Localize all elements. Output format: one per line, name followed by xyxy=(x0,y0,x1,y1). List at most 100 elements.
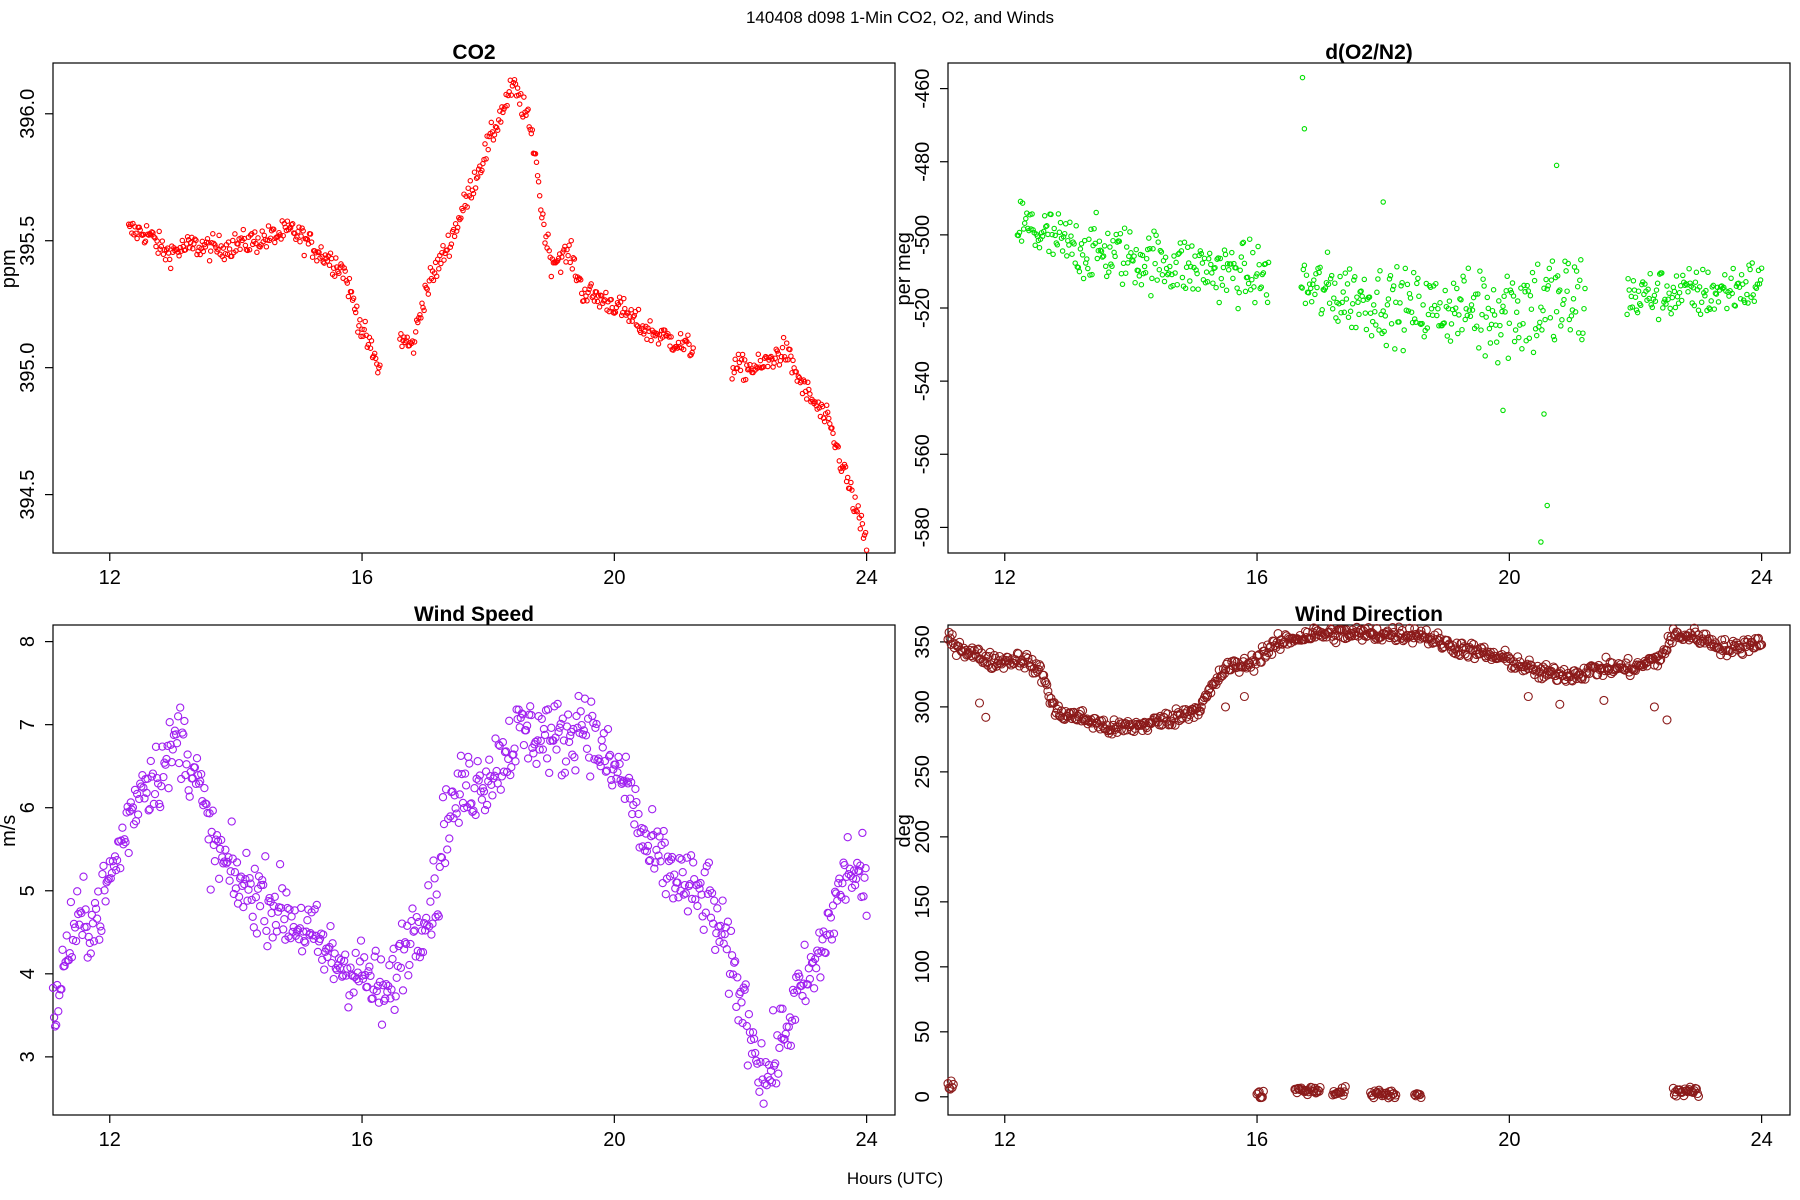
data-point xyxy=(177,244,183,251)
x-tick-label: 24 xyxy=(1750,1129,1772,1151)
data-point xyxy=(1321,632,1331,642)
data-point xyxy=(1497,322,1503,329)
data-point xyxy=(772,1079,781,1088)
data-point xyxy=(252,229,258,235)
data-point xyxy=(1131,253,1137,259)
data-point xyxy=(297,238,303,245)
data-point xyxy=(1219,282,1226,289)
data-point xyxy=(687,894,697,904)
data-point xyxy=(591,298,598,304)
data-point xyxy=(1089,271,1095,278)
data-point xyxy=(504,754,513,764)
data-point xyxy=(70,923,80,932)
data-point xyxy=(440,858,450,868)
data-point xyxy=(583,714,593,723)
data-point xyxy=(1599,695,1609,705)
data-point xyxy=(1198,250,1205,257)
data-point xyxy=(1317,264,1323,271)
x-tick-label: 16 xyxy=(1246,567,1268,589)
data-point xyxy=(1041,213,1048,219)
data-point xyxy=(436,852,446,862)
data-point xyxy=(656,857,665,866)
data-point xyxy=(314,258,320,264)
data-point xyxy=(404,971,413,980)
data-point xyxy=(128,803,138,812)
data-point xyxy=(446,253,453,259)
data-point xyxy=(771,360,777,366)
data-point xyxy=(584,753,594,762)
data-point xyxy=(183,750,192,759)
y-tick-label: 150 xyxy=(912,885,934,918)
data-point xyxy=(535,745,544,754)
data-point xyxy=(1468,302,1475,308)
data-series xyxy=(125,76,870,553)
data-point xyxy=(536,193,543,199)
data-point xyxy=(805,379,811,386)
data-point xyxy=(577,277,584,283)
data-point xyxy=(1107,244,1113,250)
data-point xyxy=(855,503,861,509)
data-point xyxy=(1554,273,1561,279)
data-point xyxy=(485,146,491,153)
data-point xyxy=(1414,280,1420,287)
data-point xyxy=(1059,248,1066,254)
data-point xyxy=(187,239,194,246)
data-point xyxy=(1035,661,1046,672)
data-point xyxy=(537,714,546,724)
data-point xyxy=(585,289,591,296)
data-point xyxy=(1543,276,1549,283)
data-point xyxy=(1299,74,1306,81)
data-point xyxy=(1452,305,1459,311)
data-point xyxy=(581,731,591,740)
data-point xyxy=(522,721,532,730)
data-point xyxy=(399,343,405,350)
data-point xyxy=(1528,306,1535,312)
x-tick-label: 24 xyxy=(855,567,877,589)
data-point xyxy=(253,240,259,247)
data-point xyxy=(1744,291,1750,298)
data-point xyxy=(1675,300,1682,306)
data-point xyxy=(1388,622,1398,633)
data-point xyxy=(426,897,435,906)
data-point xyxy=(685,332,691,338)
data-point xyxy=(859,892,868,901)
data-point xyxy=(546,247,552,254)
data-point xyxy=(225,876,234,885)
data-point xyxy=(1056,229,1063,236)
data-point xyxy=(625,794,635,803)
data-point xyxy=(1176,714,1186,724)
data-point xyxy=(632,797,641,807)
data-point xyxy=(1316,269,1322,276)
data-point xyxy=(210,231,216,237)
data-point xyxy=(644,856,654,866)
data-point xyxy=(1583,663,1593,673)
data-point xyxy=(1442,287,1448,294)
data-point xyxy=(1685,289,1691,295)
data-point xyxy=(1077,246,1084,252)
data-point xyxy=(265,893,274,903)
data-point xyxy=(474,174,481,180)
data-point xyxy=(1117,230,1124,237)
data-point xyxy=(1326,300,1333,306)
data-point xyxy=(578,290,585,297)
data-point xyxy=(417,926,427,935)
data-point xyxy=(432,890,441,899)
data-point xyxy=(176,253,182,259)
data-point xyxy=(611,760,620,769)
data-point xyxy=(408,904,417,913)
data-point xyxy=(1084,256,1090,262)
data-point xyxy=(1384,302,1391,308)
data-point xyxy=(1623,653,1633,663)
data-point xyxy=(595,757,604,767)
data-point xyxy=(345,293,352,300)
data-point xyxy=(135,794,144,804)
data-point xyxy=(800,940,809,949)
data-point xyxy=(1138,281,1145,288)
data-point xyxy=(1390,283,1397,289)
data-point xyxy=(531,737,540,747)
data-point xyxy=(801,378,808,385)
data-point xyxy=(97,926,106,936)
data-point xyxy=(1625,671,1635,681)
data-point xyxy=(1394,264,1400,270)
y-tick-label: 4 xyxy=(17,968,39,979)
